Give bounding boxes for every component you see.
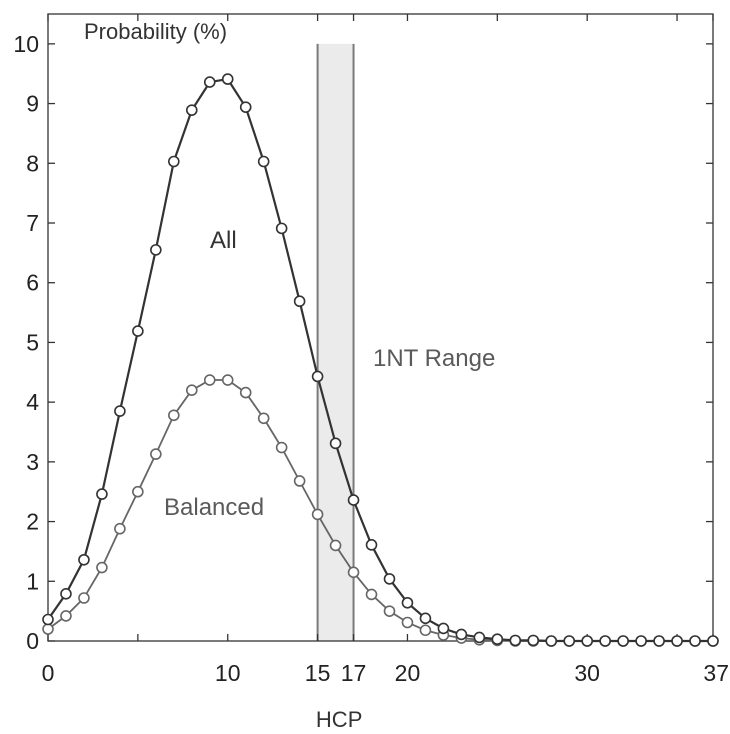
series-all-point bbox=[419, 612, 432, 625]
y-tick-label: 6 bbox=[26, 270, 39, 296]
x-tick-label: 0 bbox=[42, 660, 55, 686]
series-balanced-point bbox=[42, 623, 54, 635]
y-tick-label: 5 bbox=[26, 329, 39, 355]
labels: Probability (%) HCP 1NT Range All Balanc… bbox=[84, 19, 495, 732]
series-all-point bbox=[455, 628, 468, 641]
series-all-point bbox=[293, 295, 306, 308]
series-all-point bbox=[671, 635, 683, 647]
y-tick-label: 4 bbox=[26, 389, 39, 415]
series-balanced-point bbox=[203, 374, 216, 386]
series-all-point bbox=[150, 244, 162, 256]
series-all-point bbox=[257, 155, 270, 168]
series-all-point bbox=[347, 494, 360, 506]
series-all-point bbox=[168, 155, 180, 168]
series-balanced-point bbox=[114, 522, 126, 535]
series-all-point bbox=[132, 325, 144, 337]
series-balanced-point bbox=[150, 448, 162, 460]
series-balanced-point bbox=[329, 539, 342, 552]
y-tick-label: 9 bbox=[26, 91, 39, 117]
series-all-point bbox=[185, 104, 198, 116]
series-balanced-point bbox=[419, 624, 432, 637]
series-all-point bbox=[617, 635, 629, 647]
series-balanced-point bbox=[168, 409, 180, 422]
series-all-point bbox=[635, 635, 647, 647]
y-tick-label: 7 bbox=[26, 210, 39, 236]
series-balanced-point bbox=[365, 588, 378, 601]
plot-frame bbox=[47, 13, 714, 642]
series-all-point bbox=[96, 488, 108, 500]
series-balanced-point bbox=[60, 610, 72, 622]
series-all-point bbox=[473, 631, 486, 644]
series-all-point bbox=[509, 634, 522, 647]
y-tick-label: 10 bbox=[13, 31, 39, 57]
series-balanced-point bbox=[132, 485, 144, 498]
x-tick-label: 17 bbox=[341, 660, 367, 686]
series-balanced-point bbox=[96, 561, 108, 574]
series-all-point bbox=[689, 635, 701, 647]
series-all-point bbox=[329, 437, 342, 450]
y-tick-label: 8 bbox=[26, 150, 39, 176]
series-balanced-point bbox=[311, 508, 324, 521]
x-tick-label: 20 bbox=[395, 660, 421, 686]
y-tick-label: 2 bbox=[26, 509, 39, 535]
series-all-point bbox=[401, 596, 414, 609]
series-balanced-point bbox=[221, 374, 234, 386]
series-all-point bbox=[78, 553, 90, 566]
highlight-range-label: 1NT Range bbox=[373, 345, 495, 372]
series-all-point bbox=[221, 73, 234, 85]
series-balanced-point bbox=[401, 616, 414, 629]
series-balanced-point bbox=[257, 412, 270, 425]
series-all-point bbox=[527, 634, 540, 647]
y-axis-label: Probability (%) bbox=[84, 19, 227, 44]
series-all-point bbox=[653, 635, 665, 647]
highlight-band-layer bbox=[316, 43, 355, 642]
series-all-point bbox=[437, 622, 450, 635]
series-all-point bbox=[365, 539, 378, 551]
series-all-point bbox=[42, 613, 54, 626]
series-all-point bbox=[707, 635, 719, 647]
series-label-all: All bbox=[210, 227, 237, 254]
y-tick-label: 3 bbox=[26, 449, 39, 475]
series-all-point bbox=[275, 222, 288, 235]
series-balanced-point bbox=[275, 441, 288, 454]
series-balanced-point bbox=[383, 605, 396, 617]
x-tick-label: 37 bbox=[703, 660, 729, 686]
x-axis-label: HCP bbox=[316, 707, 362, 732]
series-all-point bbox=[599, 635, 611, 647]
x-tick-label: 10 bbox=[215, 660, 241, 686]
series-balanced-point bbox=[78, 592, 90, 604]
y-tick-label: 1 bbox=[26, 568, 39, 594]
series-balanced-point bbox=[347, 566, 360, 579]
y-tick-label: 0 bbox=[26, 628, 39, 654]
series-all-point bbox=[114, 405, 126, 417]
series-all-point bbox=[60, 588, 72, 600]
x-tick-label: 30 bbox=[574, 660, 600, 686]
series-all-point bbox=[203, 76, 216, 88]
x-tick-label: 15 bbox=[305, 660, 331, 686]
series-balanced-point bbox=[185, 384, 198, 397]
series-all-point bbox=[311, 370, 324, 383]
series-label-balanced: Balanced bbox=[164, 494, 264, 521]
series-balanced-line bbox=[47, 379, 713, 642]
series-layer bbox=[42, 73, 719, 647]
series-all-point bbox=[383, 573, 396, 585]
axes: 0 1 2 3 4 5 6 7 8 9 10 0 10 15 17 20 30 37 bbox=[13, 13, 729, 686]
series-balanced-point bbox=[293, 475, 306, 487]
series-all-point bbox=[491, 633, 504, 646]
series-all-point bbox=[545, 635, 558, 647]
series-all-point bbox=[239, 101, 252, 113]
series-balanced-point bbox=[239, 386, 252, 399]
series-all-point bbox=[563, 635, 576, 647]
highlight-band bbox=[317, 43, 354, 642]
series-all-point bbox=[581, 635, 593, 647]
